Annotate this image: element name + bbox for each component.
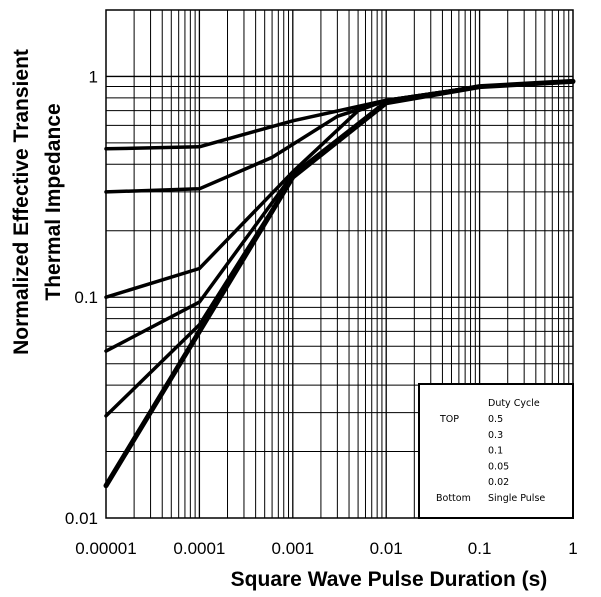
series-lines xyxy=(103,78,576,489)
x-tick-label: 0.001 xyxy=(272,539,315,558)
x-tick-label: 0.1 xyxy=(468,539,492,558)
legend-row-value: 0.1 xyxy=(488,446,503,457)
legend-box xyxy=(418,383,574,519)
x-tick-label: 0.0001 xyxy=(173,539,225,558)
y-axis-title-line-2: Thermal Impedance xyxy=(42,103,65,300)
legend-row-value: 0.5 xyxy=(488,414,503,425)
legend-row-value: 0.3 xyxy=(488,430,503,441)
legend-row-tag: TOP xyxy=(439,414,459,425)
series-line-6 xyxy=(103,78,576,489)
plot-frame xyxy=(105,9,574,519)
series-line-4 xyxy=(104,79,575,353)
legend: Duty Cycle TOP 0.5 0.3 0.1 0.05 0.02 Bottom Sing… xyxy=(418,383,574,519)
x-tick-label: 1 xyxy=(568,539,577,558)
x-tick-labels: 0.00001 0.0001 0.001 0.01 0.1 1 xyxy=(75,539,577,558)
x-axis-title: Square Wave Pulse Duration (s) xyxy=(231,568,548,591)
y-axis-title-line-1: Normalized Effective Transient xyxy=(10,49,33,355)
legend-header: Duty Cycle xyxy=(488,398,540,409)
legend-row-value: 0.05 xyxy=(488,461,509,472)
legend-row-value: 0.02 xyxy=(488,477,509,488)
x-tick-label: 0.01 xyxy=(370,539,403,558)
legend-row-tag: Bottom xyxy=(436,493,471,504)
y-tick-label: 1 xyxy=(89,67,98,86)
legend-row-value: Single Pulse xyxy=(488,493,545,504)
y-tick-labels: 0.01 0.1 1 xyxy=(65,67,98,528)
y-tick-label: 0.01 xyxy=(65,509,98,528)
x-tick-label: 0.00001 xyxy=(75,539,136,558)
y-tick-label: 0.1 xyxy=(74,288,98,307)
